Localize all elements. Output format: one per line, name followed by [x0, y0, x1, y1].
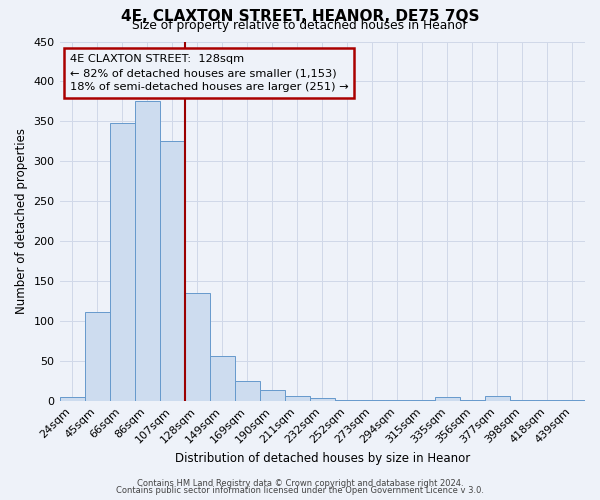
Bar: [110, 123, 134, 401]
X-axis label: Distribution of detached houses by size in Heanor: Distribution of detached houses by size …: [175, 452, 470, 465]
Bar: [160, 142, 185, 401]
Bar: [560, 400, 585, 401]
Bar: [59, 397, 85, 401]
Bar: [285, 396, 310, 401]
Bar: [410, 400, 435, 401]
Bar: [235, 381, 260, 401]
Bar: [485, 396, 510, 401]
Bar: [185, 294, 209, 401]
Text: 4E CLAXTON STREET:  128sqm
← 82% of detached houses are smaller (1,153)
18% of s: 4E CLAXTON STREET: 128sqm ← 82% of detac…: [70, 54, 349, 92]
Bar: [134, 102, 160, 401]
Bar: [435, 397, 460, 401]
Bar: [260, 390, 285, 401]
Bar: [510, 400, 535, 401]
Text: Contains public sector information licensed under the Open Government Licence v : Contains public sector information licen…: [116, 486, 484, 495]
Bar: [460, 400, 485, 401]
Bar: [335, 400, 360, 401]
Text: Contains HM Land Registry data © Crown copyright and database right 2024.: Contains HM Land Registry data © Crown c…: [137, 478, 463, 488]
Y-axis label: Number of detached properties: Number of detached properties: [15, 128, 28, 314]
Text: 4E, CLAXTON STREET, HEANOR, DE75 7QS: 4E, CLAXTON STREET, HEANOR, DE75 7QS: [121, 9, 479, 24]
Bar: [385, 400, 410, 401]
Bar: [85, 312, 110, 401]
Bar: [360, 400, 385, 401]
Bar: [535, 400, 560, 401]
Text: Size of property relative to detached houses in Heanor: Size of property relative to detached ho…: [132, 19, 468, 32]
Bar: [310, 398, 335, 401]
Bar: [209, 356, 235, 401]
